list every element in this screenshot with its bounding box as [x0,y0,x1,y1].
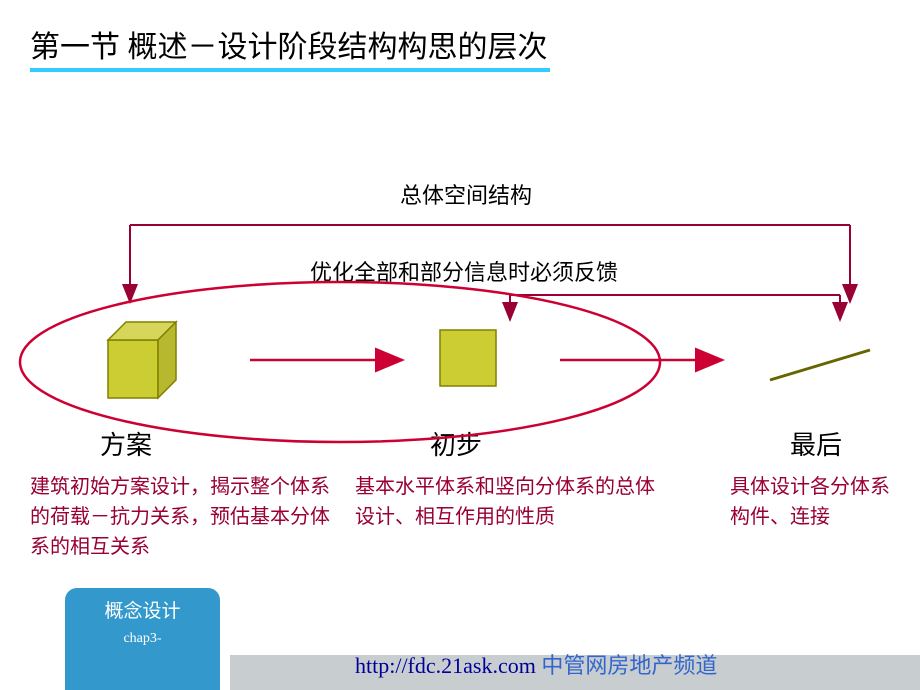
footer-tab: 概念设计 chap3- [65,588,220,690]
slash-icon [770,350,870,380]
feedback-label-top: 总体空间结构 [400,178,532,210]
stage-1-desc: 建筑初始方案设计，揭示整个体系的荷载－抗力关系，预估基本分体系的相互关系 [30,472,330,562]
stage-3-label: 最后 [790,425,842,462]
stage-2-label: 初步 [430,425,482,462]
cube-icon [108,322,176,398]
title-underline [30,68,550,72]
footer-link: http://fdc.21ask.com 中管网房地产频道 [355,648,717,680]
footer-tab-chap: chap3- [65,631,220,647]
diagram-canvas [0,0,920,690]
highlight-ellipse [20,282,660,442]
stage-2-desc: 基本水平体系和竖向分体系的总体设计、相互作用的性质 [355,472,655,532]
feedback-arrow-mid [510,295,840,318]
slide-title: 第一节 概述－设计阶段结构构思的层次 [30,22,548,66]
footer-link-url[interactable]: http://fdc.21ask.com [355,653,536,678]
square-icon [440,330,496,386]
feedback-label-mid: 优化全部和部分信息时必须反馈 [310,255,618,287]
stage-3-desc: 具体设计各分体系构件、连接 [730,472,900,532]
footer-link-text: 中管网房地产频道 [536,653,718,678]
stage-1-label: 方案 [100,425,152,462]
footer-tab-title: 概念设计 [65,596,220,623]
